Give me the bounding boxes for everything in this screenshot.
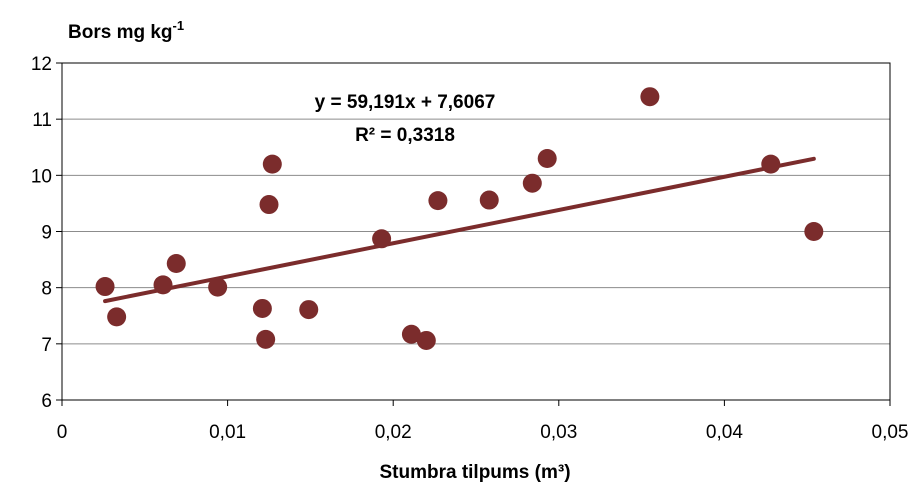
trend-equation: y = 59,191x + 7,6067 (315, 92, 496, 113)
data-point (522, 173, 542, 193)
y-axis-title-superscript: -1 (173, 18, 185, 33)
x-tick-label: 0,02 (375, 422, 412, 443)
data-point (208, 277, 228, 297)
y-tick-label: 9 (41, 223, 52, 244)
gridlines (62, 118, 890, 345)
y-axis-title: Bors mg kg-1 (68, 18, 184, 43)
x-tick-label: 0,01 (209, 422, 246, 443)
x-tick-label: 0,03 (540, 422, 577, 443)
data-point (252, 298, 272, 318)
data-point (256, 329, 276, 349)
x-axis-ticks: 0 0,01 0,02 0,03 0,04 0,05 (57, 400, 909, 443)
data-point (262, 154, 282, 174)
data-points (95, 87, 824, 350)
data-point (299, 300, 319, 320)
data-point (479, 190, 499, 210)
data-point (107, 307, 127, 327)
x-tick-label: 0,05 (872, 422, 909, 443)
y-axis-ticks: 6 7 8 9 10 11 12 (31, 54, 62, 412)
data-point (428, 191, 448, 211)
y-axis-title-main: Bors mg kg (68, 22, 173, 43)
x-axis-title: Stumbra tilpums (m³) (379, 462, 570, 483)
y-tick-label: 6 (41, 391, 52, 412)
data-point (401, 324, 421, 344)
data-point (372, 229, 392, 249)
data-point (153, 275, 173, 295)
data-point (166, 254, 186, 274)
y-tick-label: 10 (31, 166, 52, 187)
trendline (103, 156, 816, 304)
y-tick-label: 8 (41, 279, 52, 300)
r-squared: R² = 0,3318 (355, 125, 455, 146)
x-tick-label: 0 (57, 422, 68, 443)
y-tick-label: 12 (31, 54, 52, 75)
data-point (804, 222, 824, 241)
y-tick-label: 7 (41, 335, 52, 356)
y-tick-label: 11 (32, 110, 52, 131)
x-tick-label: 0,04 (706, 422, 743, 443)
data-point (416, 330, 436, 350)
data-point (761, 154, 781, 174)
data-point (640, 87, 660, 107)
data-point (537, 148, 557, 168)
data-point (95, 277, 115, 297)
data-point (259, 195, 279, 215)
